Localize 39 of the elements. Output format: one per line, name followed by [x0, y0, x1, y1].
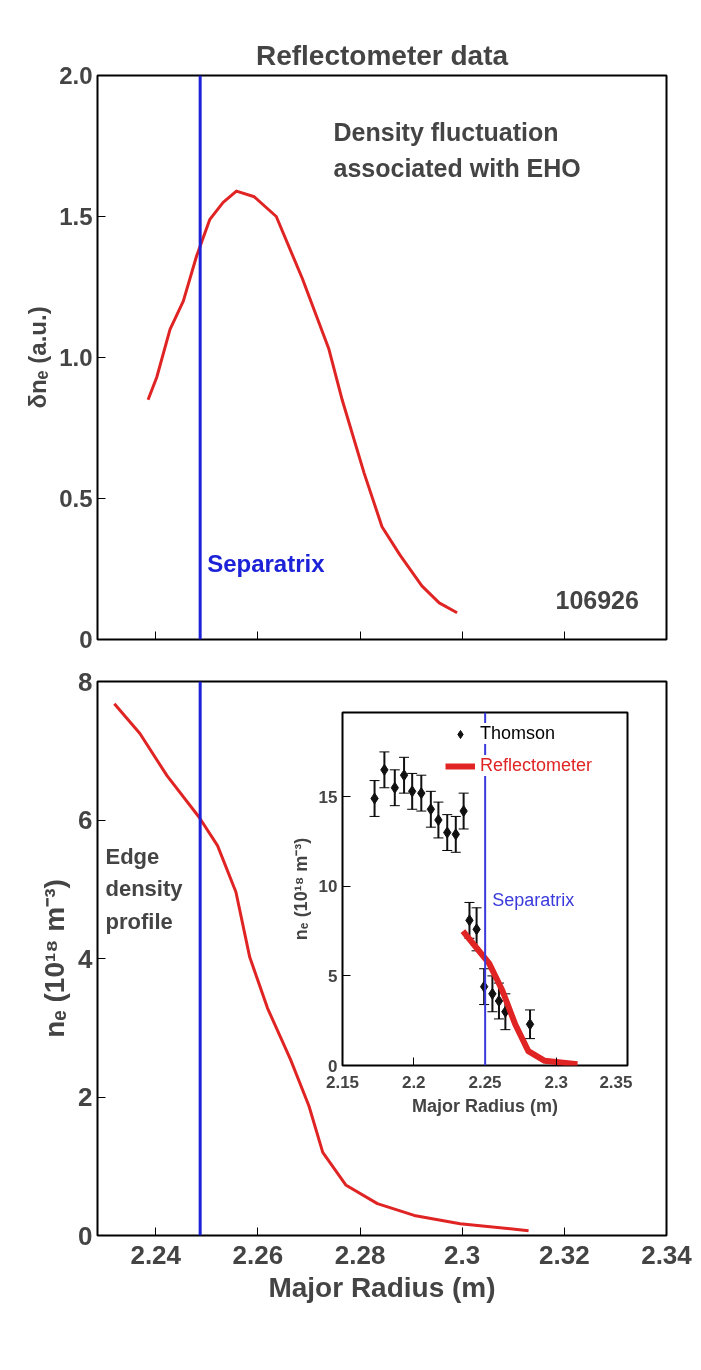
y-tick-label: 4 — [78, 943, 94, 974]
x-tick-label: 2.3 — [444, 1239, 481, 1270]
annotation: Density fluctuation associated with EHO — [333, 117, 581, 182]
annotation: Edge density profile — [105, 843, 184, 934]
x-tick-label: 2.3 — [544, 1072, 569, 1092]
y-axis-title: nₑ (10¹⁸ m⁻³) — [290, 837, 311, 941]
y-tick-label: 2.0 — [59, 62, 93, 89]
y-tick-label: 6 — [78, 805, 93, 835]
y-tick-label: 15 — [318, 787, 338, 807]
y-tick-label: 10 — [318, 877, 338, 897]
point — [426, 803, 436, 816]
y-axis-title: nₑ (10¹⁸ m⁻³) — [39, 879, 71, 1038]
y-tick-label: 0 — [78, 1220, 93, 1251]
annotation: 106926 — [555, 585, 639, 614]
y-tick-label: 1.5 — [59, 203, 93, 230]
x-tick-label: 2.26 — [232, 1239, 284, 1270]
legend-label: Reflectometer — [480, 755, 593, 776]
y-tick-label: 2 — [78, 1082, 93, 1112]
x-tick-label: 2.34 — [641, 1239, 693, 1270]
x-axis-title: Major Radius (m) — [268, 1271, 496, 1303]
ref-line-label: Separatrix — [207, 550, 326, 578]
line-series — [146, 189, 459, 615]
x-tick-label: 2.35 — [599, 1072, 633, 1092]
y-tick-label: 5 — [328, 966, 338, 986]
y-tick-label: 1.0 — [59, 344, 93, 371]
x-tick-label: 2.28 — [334, 1239, 386, 1270]
ref-line-label: Separatrix — [492, 890, 575, 911]
chart-title: Reflectometer data — [255, 39, 509, 71]
x-tick-label: 2.32 — [539, 1239, 590, 1270]
y-tick-label: 0 — [79, 626, 93, 653]
y-tick-label: 0.5 — [59, 485, 93, 512]
x-tick-label: 2.25 — [468, 1072, 502, 1092]
x-tick-label: 2.24 — [130, 1239, 182, 1270]
point — [399, 769, 409, 782]
x-axis-title: Major Radius (m) — [411, 1095, 559, 1116]
y-axis-title: δnₑ (a.u.) — [24, 306, 52, 409]
y-tick-label: 8 — [78, 666, 93, 697]
legend-label: Thomson — [480, 723, 556, 744]
x-tick-label: 2.2 — [401, 1072, 426, 1092]
